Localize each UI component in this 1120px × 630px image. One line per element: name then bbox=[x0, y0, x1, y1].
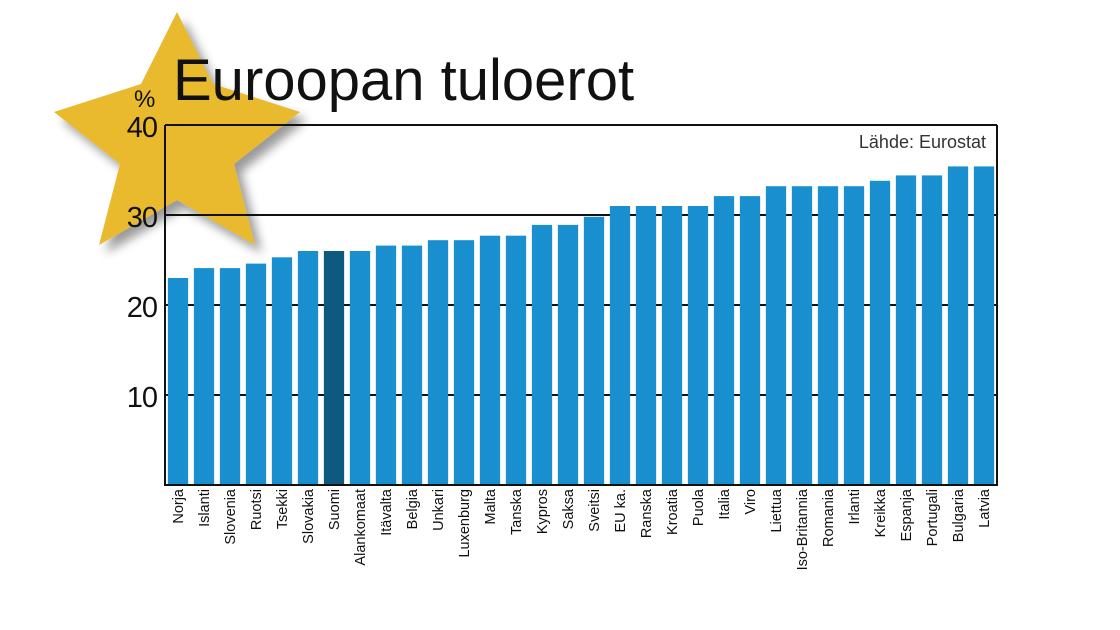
bar bbox=[869, 180, 891, 486]
x-tick-label: Luxenburg bbox=[457, 489, 473, 558]
bar bbox=[271, 257, 293, 485]
x-tick-label: Belgia bbox=[405, 488, 421, 529]
unit-label: % bbox=[134, 86, 155, 113]
bar bbox=[843, 186, 865, 485]
bar bbox=[375, 245, 397, 485]
x-tick-label: Romania bbox=[821, 488, 837, 547]
bar bbox=[895, 175, 917, 485]
x-axis-ticks: Norja Islanti Slovenia Ruotsi Tsekki Slovakia… bbox=[171, 488, 993, 570]
x-tick-label: Kreikka bbox=[873, 488, 889, 537]
x-tick-label: Islanti bbox=[197, 489, 213, 527]
x-tick-label: Bulgaria bbox=[951, 488, 967, 542]
bar bbox=[739, 196, 761, 485]
x-tick-label: Italia bbox=[717, 488, 733, 520]
bar bbox=[713, 196, 735, 485]
x-tick-label: Norja bbox=[171, 488, 187, 524]
bar bbox=[167, 278, 189, 485]
bar bbox=[193, 268, 215, 485]
x-tick-label: Irlanti bbox=[847, 489, 863, 524]
x-tick-label: Tanska bbox=[509, 488, 525, 535]
bar bbox=[323, 251, 345, 485]
x-tick-label: Saksa bbox=[561, 488, 577, 529]
bar bbox=[687, 206, 709, 485]
x-tick-label: Ranska bbox=[639, 488, 655, 538]
x-tick-label: Alankomaat bbox=[353, 489, 369, 566]
chart-title: Euroopan tuloerot bbox=[173, 48, 634, 113]
x-tick-label: Puola bbox=[691, 488, 707, 526]
star-icon bbox=[54, 12, 300, 245]
bar bbox=[661, 206, 683, 485]
x-tick-label: Iso-Britannia bbox=[795, 488, 811, 570]
bar bbox=[219, 268, 241, 485]
y-tick-label: 20 bbox=[127, 292, 157, 324]
y-tick-label: 10 bbox=[127, 382, 157, 414]
x-tick-label: Kypros bbox=[535, 489, 551, 534]
x-tick-label: Malta bbox=[483, 488, 499, 524]
x-tick-label: Ruotsi bbox=[249, 489, 265, 530]
x-tick-label: Tsekki bbox=[275, 489, 291, 529]
bar bbox=[245, 263, 267, 485]
x-tick-label: Kroatia bbox=[665, 488, 681, 535]
bar bbox=[947, 166, 969, 485]
bars bbox=[167, 166, 995, 486]
bar bbox=[531, 224, 553, 485]
x-tick-label: Slovenia bbox=[223, 488, 239, 545]
y-tick-label: 30 bbox=[127, 202, 157, 234]
x-tick-label: Liettua bbox=[769, 488, 785, 532]
bar bbox=[921, 175, 943, 485]
bar bbox=[557, 224, 579, 485]
x-tick-label: Sveitsi bbox=[587, 489, 603, 532]
x-tick-label: Suomi bbox=[327, 489, 343, 530]
x-tick-label: EU ka. bbox=[613, 489, 629, 533]
bar bbox=[583, 216, 605, 486]
bar bbox=[349, 251, 371, 485]
bar bbox=[635, 206, 657, 485]
x-tick-label: Latvia bbox=[977, 488, 993, 528]
bar bbox=[427, 240, 449, 485]
source-note: Lähde: Eurostat bbox=[859, 132, 986, 152]
bar bbox=[817, 186, 839, 485]
bar bbox=[401, 245, 423, 485]
bar bbox=[297, 251, 319, 485]
bar bbox=[765, 186, 787, 485]
bar bbox=[609, 206, 631, 485]
x-tick-label: Unkari bbox=[431, 489, 447, 531]
x-tick-label: Slovakia bbox=[301, 488, 317, 544]
x-tick-label: Espanja bbox=[899, 488, 915, 541]
bar bbox=[453, 240, 475, 485]
bar bbox=[505, 235, 527, 485]
y-tick-label: 40 bbox=[127, 112, 157, 144]
bar bbox=[973, 166, 995, 485]
x-tick-label: Portugali bbox=[925, 489, 941, 546]
x-tick-label: Viro bbox=[743, 489, 759, 515]
x-tick-label: Itävalta bbox=[379, 488, 395, 536]
y-axis-ticks: 10 20 30 40 bbox=[127, 112, 158, 414]
plot-area: 10 20 30 40 Norja Islanti Slovenia Ruotsi Tsekk… bbox=[127, 112, 998, 570]
bar bbox=[479, 235, 501, 485]
bar bbox=[791, 186, 813, 485]
